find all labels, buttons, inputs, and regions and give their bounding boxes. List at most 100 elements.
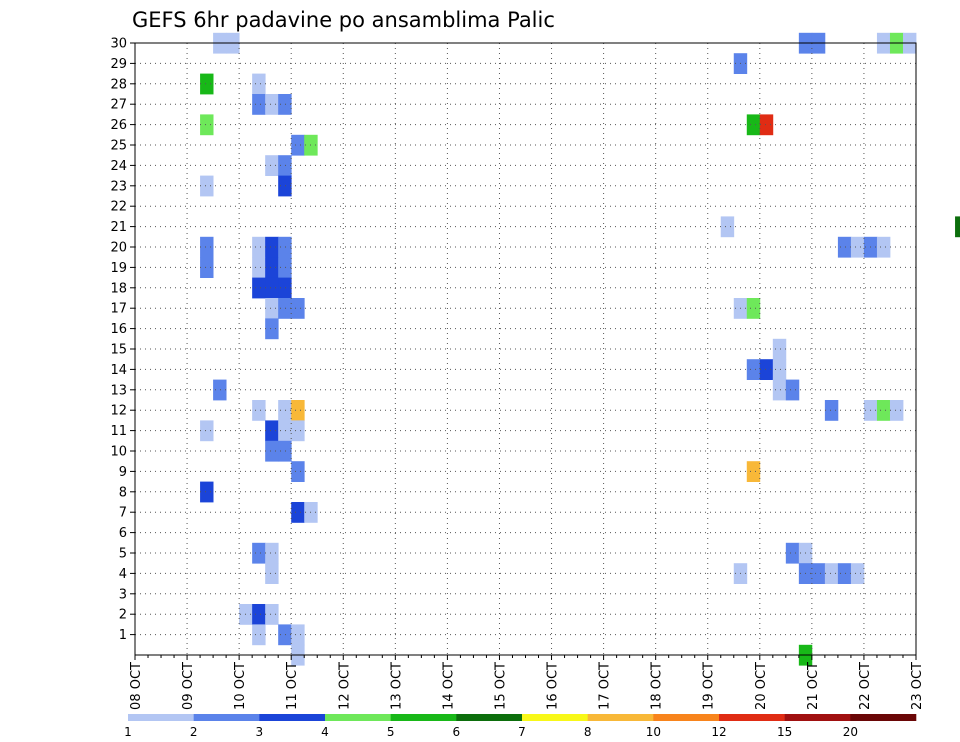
x-tick-label: 08 OCT	[129, 662, 144, 710]
heatmap-cell	[837, 236, 852, 258]
heatmap-cell	[265, 420, 279, 442]
x-tick-label: 21 OCT	[806, 662, 821, 710]
colorbar-swatch	[456, 714, 523, 721]
heatmap-cell	[759, 359, 774, 380]
heatmap-cell	[265, 155, 279, 176]
y-tick-label: 9	[119, 465, 127, 480]
y-tick-label: 3	[119, 587, 127, 602]
heatmap-cell	[772, 379, 787, 401]
y-tick-label: 8	[119, 485, 127, 500]
x-axis: 08 OCT 09 OCT 10 OCT 11 OCT 12 OCT 13 OCT 14 O…	[129, 655, 925, 710]
heatmap-cell	[200, 236, 214, 258]
heatmap-cell	[824, 563, 839, 584]
heatmap-cell	[265, 236, 279, 258]
heatmap-cell	[278, 277, 292, 299]
heatmap-cell	[265, 277, 279, 299]
heatmap-cell	[265, 298, 279, 319]
heatmap-cell	[955, 216, 960, 238]
heatmap-cell	[278, 400, 292, 421]
grid-layer	[135, 42, 916, 655]
heatmap-cell	[850, 563, 865, 584]
y-tick-label: 12	[110, 404, 127, 419]
y-tick-label: 7	[119, 506, 127, 521]
x-tick-label: 11 OCT	[285, 662, 300, 710]
colorbar-label: 12	[711, 725, 726, 739]
colorbar-label: 3	[256, 725, 264, 739]
heatmap-cell	[746, 359, 761, 380]
colorbar-swatch	[719, 714, 785, 721]
heatmap-cell	[759, 114, 774, 136]
heatmap-cell	[252, 624, 266, 646]
heatmap-cell	[720, 216, 735, 238]
heatmap-cell	[200, 257, 214, 278]
heatmap-cell	[200, 481, 214, 503]
heatmap-cell	[252, 400, 266, 421]
y-tick-label: 11	[110, 424, 127, 439]
colorbar-label: 4	[321, 725, 329, 739]
heatmap-cell	[850, 236, 865, 258]
colorbar-label: 2	[190, 725, 198, 739]
heatmap-cell	[785, 542, 800, 564]
heatmap-cell	[291, 420, 305, 442]
heatmap-cell	[785, 379, 800, 401]
heatmap-cell	[889, 400, 904, 421]
colorbar-swatch	[193, 714, 260, 721]
colorbar-swatch	[390, 714, 457, 721]
y-tick-label: 21	[110, 220, 127, 235]
x-tick-label: 12 OCT	[337, 662, 352, 710]
y-tick-label: 27	[110, 98, 127, 113]
heatmap-cell	[265, 257, 279, 278]
heatmap-cell	[876, 236, 891, 258]
heatmap-cell	[252, 236, 266, 258]
heatmap-cell	[278, 298, 292, 319]
y-tick-label: 24	[110, 159, 127, 174]
heatmap-cell	[278, 420, 292, 442]
y-tick-label: 23	[110, 179, 127, 194]
heatmap-cell	[291, 461, 305, 482]
heatmap-cell	[291, 298, 305, 319]
y-tick-label: 4	[119, 567, 127, 582]
x-tick-label: 09 OCT	[181, 662, 196, 710]
cells-layer	[200, 32, 960, 666]
heatmap-cell	[824, 400, 839, 421]
heatmap-cell	[772, 359, 787, 380]
colorbar-label: 6	[453, 725, 461, 739]
colorbar-swatch	[128, 714, 194, 721]
x-tick-label: 10 OCT	[233, 662, 248, 710]
heatmap-cell	[252, 542, 266, 564]
heatmap-cell	[200, 73, 214, 95]
x-tick-label: 16 OCT	[546, 662, 561, 710]
y-tick-label: 25	[110, 139, 127, 154]
chart-title: GEFS 6hr padavine po ansamblima Palic	[132, 8, 555, 32]
colorbar-swatch	[653, 714, 720, 721]
heatmap-cell	[252, 277, 266, 299]
heatmap-cell	[252, 257, 266, 278]
colorbar-swatch	[325, 714, 391, 721]
colorbar-swatch	[850, 714, 917, 721]
y-tick-label: 10	[110, 445, 127, 460]
y-tick-label: 16	[110, 322, 127, 337]
heatmap-cell	[265, 318, 279, 340]
heatmap-cell	[265, 604, 279, 625]
y-tick-label: 1	[119, 628, 127, 643]
heatmap-cell	[200, 175, 214, 197]
heatmap-cell	[291, 400, 305, 421]
heatmap-cell	[265, 542, 279, 564]
heatmap-cell	[278, 236, 292, 258]
x-tick-label: 17 OCT	[598, 662, 613, 710]
heatmap-cell	[278, 155, 292, 176]
heatmap-cell	[265, 563, 279, 584]
y-tick-label: 28	[110, 77, 127, 92]
y-tick-label: 26	[110, 118, 127, 133]
y-tick-label: 5	[119, 547, 127, 562]
y-tick-label: 2	[119, 608, 127, 623]
y-tick-label: 15	[110, 343, 127, 358]
colorbar-label: 20	[843, 725, 858, 739]
heatmap-cell	[252, 94, 266, 115]
heatmap-cell	[746, 298, 761, 319]
y-tick-label: 6	[119, 526, 127, 541]
heatmap-cell	[278, 175, 292, 197]
heatmap-cell	[265, 94, 279, 115]
heatmap-cell	[200, 420, 214, 442]
